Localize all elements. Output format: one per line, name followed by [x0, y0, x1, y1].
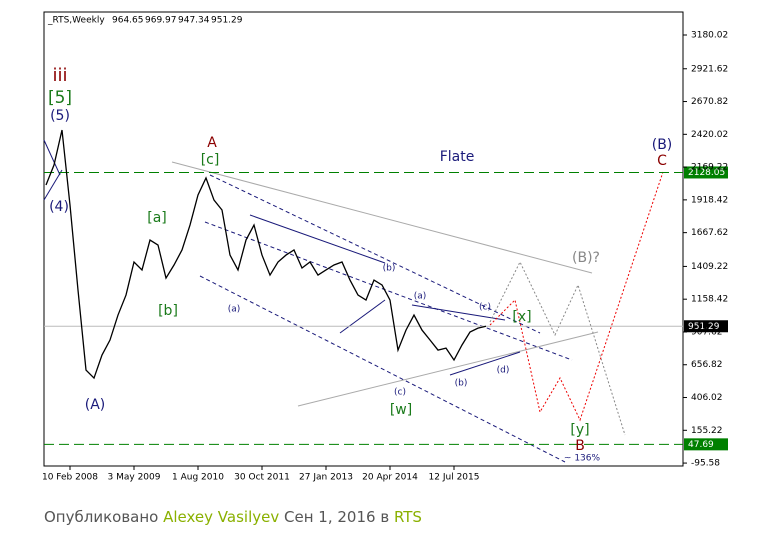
annotation: (c) — [479, 303, 491, 313]
y-tick-label: 907.62 — [691, 327, 723, 337]
chart: _RTS,Weekly 964.65 969.97 947.34 951.29 212… — [42, 11, 728, 483]
author-link[interactable]: Alexey Vasilyev — [163, 508, 280, 526]
trend-line — [449, 351, 521, 376]
trend-line — [339, 299, 386, 334]
annotation: B — [575, 438, 585, 454]
x-tick-label: 27 Jan 2013 — [299, 473, 353, 483]
x-tick-label: 30 Oct 2011 — [234, 473, 290, 483]
y-tick-label: 2420.02 — [691, 130, 728, 140]
trend-line — [43, 169, 63, 201]
annotation: (a) — [414, 292, 427, 302]
y-tick-label: 1158.42 — [691, 295, 728, 305]
x-tick-label: 20 Apr 2014 — [362, 473, 418, 483]
trend-line — [171, 161, 593, 274]
y-tick-label: 2670.82 — [691, 97, 728, 107]
y-tick-label: 3180.02 — [691, 30, 728, 40]
footer-date: Сен 1, 2016 в — [284, 508, 390, 526]
x-tick-label: 1 Aug 2010 — [172, 473, 224, 483]
annotation: [x] — [512, 309, 531, 325]
y-tick-label: 1667.62 — [691, 228, 728, 238]
plot-frame — [43, 11, 684, 467]
y-tick-label: -95.58 — [691, 459, 720, 469]
y-tick-label: 2169.22 — [691, 163, 728, 173]
trend-line — [297, 331, 599, 407]
footer-text: Опубликовано — [44, 508, 159, 526]
projection — [489, 171, 664, 422]
channel-line — [204, 221, 573, 361]
last-price-label: 951.29 — [688, 322, 720, 332]
trend-line — [249, 214, 386, 264]
annotation: C — [657, 153, 667, 169]
y-tick-label: 656.82 — [691, 360, 723, 370]
y-tick-label: 2921.62 — [691, 64, 728, 74]
drawings — [43, 139, 664, 463]
annotation: Flate — [440, 149, 475, 165]
x-tick-label: 3 May 2009 — [108, 473, 161, 483]
header-value: 951.29 — [211, 16, 243, 26]
annotation: (B) — [652, 137, 673, 153]
header-value: 947.34 — [178, 16, 210, 26]
annotation: [b] — [158, 303, 178, 319]
trend-line — [43, 139, 61, 176]
annotation: [w] — [390, 402, 412, 418]
chart-title: _RTS,Weekly — [47, 16, 105, 26]
annotation: (4) — [49, 199, 69, 215]
footer: Опубликовано Alexey Vasilyev Сен 1, 2016… — [44, 508, 422, 526]
annotation: (b) — [383, 264, 396, 274]
annotations: iii [5] (5) (4) (A) A [c] [a] [b] (a) Fl… — [48, 65, 672, 464]
price-line — [45, 129, 487, 380]
x-tick-label: 12 Jul 2015 — [429, 473, 480, 483]
annotation: (5) — [50, 108, 70, 124]
level-label-box — [684, 438, 728, 451]
y-tick-label: 1409.22 — [691, 262, 728, 272]
annotation: (a) — [228, 305, 241, 315]
annotation: (B)? — [572, 250, 600, 266]
level-label: 2128.05 — [688, 168, 725, 178]
level-label-box — [684, 166, 728, 179]
annotation: [5] — [48, 88, 72, 108]
y-tick-label: 1918.42 — [691, 195, 728, 205]
annotation: iii — [52, 65, 67, 86]
annotation: (b) — [455, 379, 468, 389]
annotation: (d) — [497, 366, 510, 376]
annotation: [y] — [570, 422, 589, 438]
header-values: 964.65 969.97 947.34 951.29 — [112, 16, 243, 26]
y-tick-label: 406.02 — [691, 393, 723, 403]
x-tick-label: 10 Feb 2008 — [42, 473, 98, 483]
annotation: [a] — [147, 210, 167, 226]
symbol-link[interactable]: RTS — [393, 508, 422, 526]
annotation: (c) — [394, 388, 406, 398]
annotation: (A) — [85, 397, 106, 413]
channel-line — [209, 174, 541, 334]
projection — [489, 260, 626, 436]
trend-line — [411, 304, 506, 321]
channel-line — [199, 275, 566, 463]
annotation: A — [207, 135, 217, 151]
y-tick-label: 155.22 — [691, 426, 723, 436]
header-value: 969.97 — [145, 16, 177, 26]
header-value: 964.65 — [112, 16, 144, 26]
last-price-box — [684, 320, 728, 333]
annotation: ~ 136% — [564, 454, 601, 464]
level-label: 47.69 — [688, 440, 714, 450]
annotation: [c] — [201, 152, 220, 168]
